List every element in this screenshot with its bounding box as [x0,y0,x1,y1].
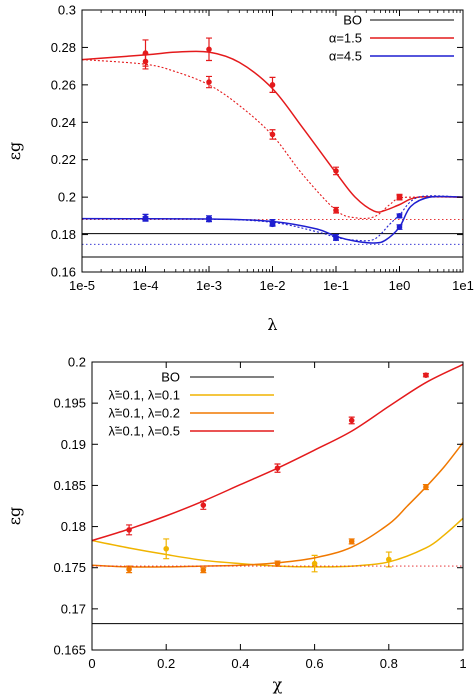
data-point [200,567,207,573]
x-tick-label: 0.8 [380,656,398,671]
y-axis-label: εg [5,142,24,161]
y-tick-label: 0.16 [51,265,76,280]
data-point [200,502,207,508]
x-axis-label: λ [267,315,277,334]
plot-frame [91,361,464,651]
legend-label: λ̃=0.1, λ=0.5 [108,424,180,439]
data-point [163,545,169,552]
data-point [333,207,339,214]
chart-2: 0 0.2 0.4 0.6 0.8 1 0.165 0.17 0.175 0.18 0.185 0.1… [5,355,467,695]
y-tick-label: 0.19 [61,437,86,452]
series-line-3 [81,50,464,213]
data-point [386,556,392,563]
data-point [126,527,132,533]
data-point [348,417,355,424]
legend-label: BO [161,370,180,385]
data-point [311,560,318,567]
legend-label: BO [343,13,362,28]
data-point [269,221,276,228]
x-tick-label: 0.2 [157,656,175,671]
data-point [269,131,276,138]
data-point [423,484,429,490]
plot-frame [81,9,464,273]
y-tick-label: 0.18 [61,519,86,534]
x-tick-label: 1e-1 [323,278,349,293]
y-tick-label: 0.26 [51,77,76,92]
x-tick-label: 1e-2 [259,278,285,293]
y-tick-label: 0.2 [58,190,76,205]
y-tick-label: 0.22 [51,152,76,167]
y-tick-label: 0.24 [51,115,76,130]
data-point [396,194,403,200]
legend-label: λ̃=0.1, λ=0.1 [108,388,180,403]
data-point [206,46,212,53]
data-point [206,216,212,223]
y-tick-label: 0.18 [51,227,76,242]
x-tick-label: 0.4 [231,656,249,671]
data-point [348,538,355,545]
legend-label: α=1.5 [329,31,362,46]
data-point [142,215,149,222]
x-tick-label: 1e-3 [196,278,222,293]
y-tick-label: 0.3 [58,3,76,18]
data-point [142,58,149,65]
y-tick-label: 0.165 [53,643,86,658]
x-axis-label: χ [273,675,283,694]
series-line-2 [91,517,464,568]
data-point [333,168,339,174]
chart-1: 1e-5 1e-4 1e-3 1e-2 1e-1 1e0 1e1 0.16 0.18 0.2 0.2… [5,3,474,335]
series-line-3 [91,442,464,568]
y-tick-label: 0.28 [51,40,76,55]
y-tick-label: 0.17 [61,601,86,616]
data-point [423,372,429,378]
data-point [269,82,276,88]
y-tick-label: 0.195 [53,396,86,411]
data-point [333,235,339,242]
y-axis-label: εg [5,507,24,526]
y-tick-label: 0.175 [53,560,86,575]
x-tick-label: 0.6 [306,656,324,671]
x-tick-label: 1e-4 [132,278,158,293]
legend-label: λ̃=0.1, λ=0.2 [108,406,180,421]
y-tick-label: 0.2 [68,355,86,370]
x-tick-label: 1e-5 [69,278,95,293]
data-point [274,465,281,471]
series-line-6 [81,195,464,244]
legend-label: α=4.5 [329,49,362,64]
series-line-7 [81,195,464,242]
data-point [274,560,281,567]
y-tick-label: 0.185 [53,478,86,493]
data-point [126,566,132,573]
x-tick-label: 1 [459,656,466,671]
x-tick-label: 0 [88,656,95,671]
data-point [396,213,403,219]
x-tick-label: 1e1 [452,278,474,293]
data-point [396,224,403,230]
data-point [206,79,212,85]
x-tick-label: 1e0 [389,278,411,293]
